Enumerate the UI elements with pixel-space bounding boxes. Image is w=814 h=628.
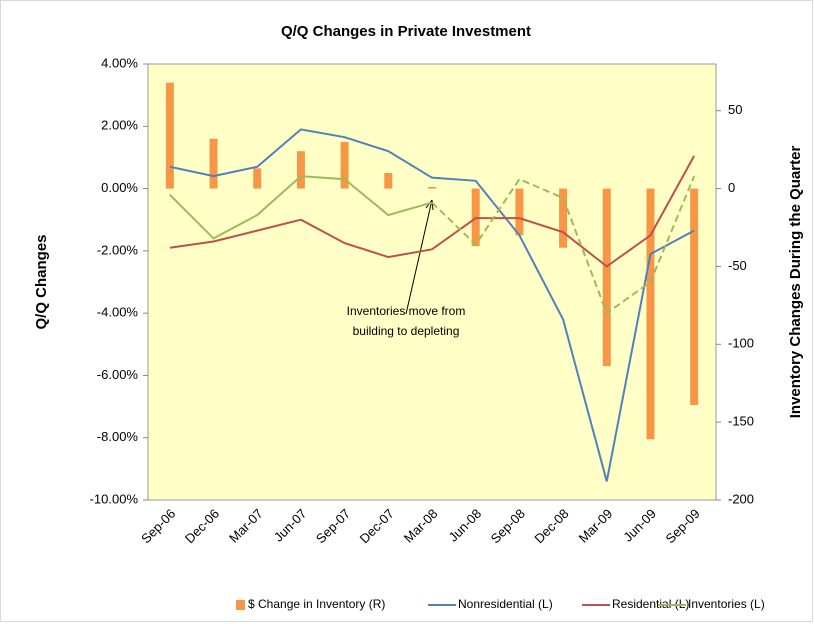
chart-title: Q/Q Changes in Private Investment — [281, 23, 531, 40]
line-series — [169, 128, 695, 482]
legend-label: Residential (L) — [612, 597, 689, 611]
y-tick-label: -2.00% — [97, 242, 139, 257]
bar — [428, 187, 436, 189]
y2-tick-label: -100 — [728, 336, 754, 351]
bar — [165, 82, 174, 189]
y-tick-label: 4.00% — [101, 55, 138, 70]
legend-swatch — [236, 600, 245, 610]
y-tick-label: -6.00% — [97, 367, 139, 382]
y-tick-label: 2.00% — [101, 118, 138, 133]
line-series — [169, 175, 433, 240]
annotation: building to depleting — [353, 324, 460, 338]
bar — [340, 141, 349, 189]
y2-tick-label: -50 — [728, 258, 747, 273]
y-tick-label: -10.00% — [90, 491, 139, 506]
line-series — [169, 155, 696, 268]
y-tick-label: -8.00% — [97, 429, 139, 444]
bar — [209, 138, 218, 189]
y-tick-label: 0.00% — [101, 180, 138, 195]
bar — [602, 188, 611, 367]
bar — [384, 173, 393, 189]
bar — [253, 168, 262, 189]
y2-tick-label: -200 — [728, 491, 754, 506]
y-axis-title: Q/Q Changes — [33, 234, 50, 329]
bar — [690, 188, 699, 406]
legend-label: $ Change in Inventory (R) — [248, 597, 385, 611]
y2-tick-label: 0 — [728, 180, 735, 195]
plot-area — [147, 63, 717, 501]
bar — [296, 151, 305, 189]
bar — [646, 188, 655, 440]
y2-axis-title: Inventory Changes During the Quarter — [787, 146, 804, 419]
annotation: Inventories move from — [347, 304, 466, 318]
annotation-arrow — [405, 199, 433, 315]
y2-tick-label: -150 — [728, 414, 754, 429]
y2-tick-label: 50 — [728, 102, 742, 117]
legend-label: Nonresidential (L) — [458, 597, 553, 611]
legend-label: Inventories (L) — [688, 597, 765, 611]
bar — [515, 188, 524, 236]
y-tick-label: -4.00% — [97, 305, 139, 320]
bar — [559, 188, 568, 248]
line-series — [431, 175, 696, 315]
